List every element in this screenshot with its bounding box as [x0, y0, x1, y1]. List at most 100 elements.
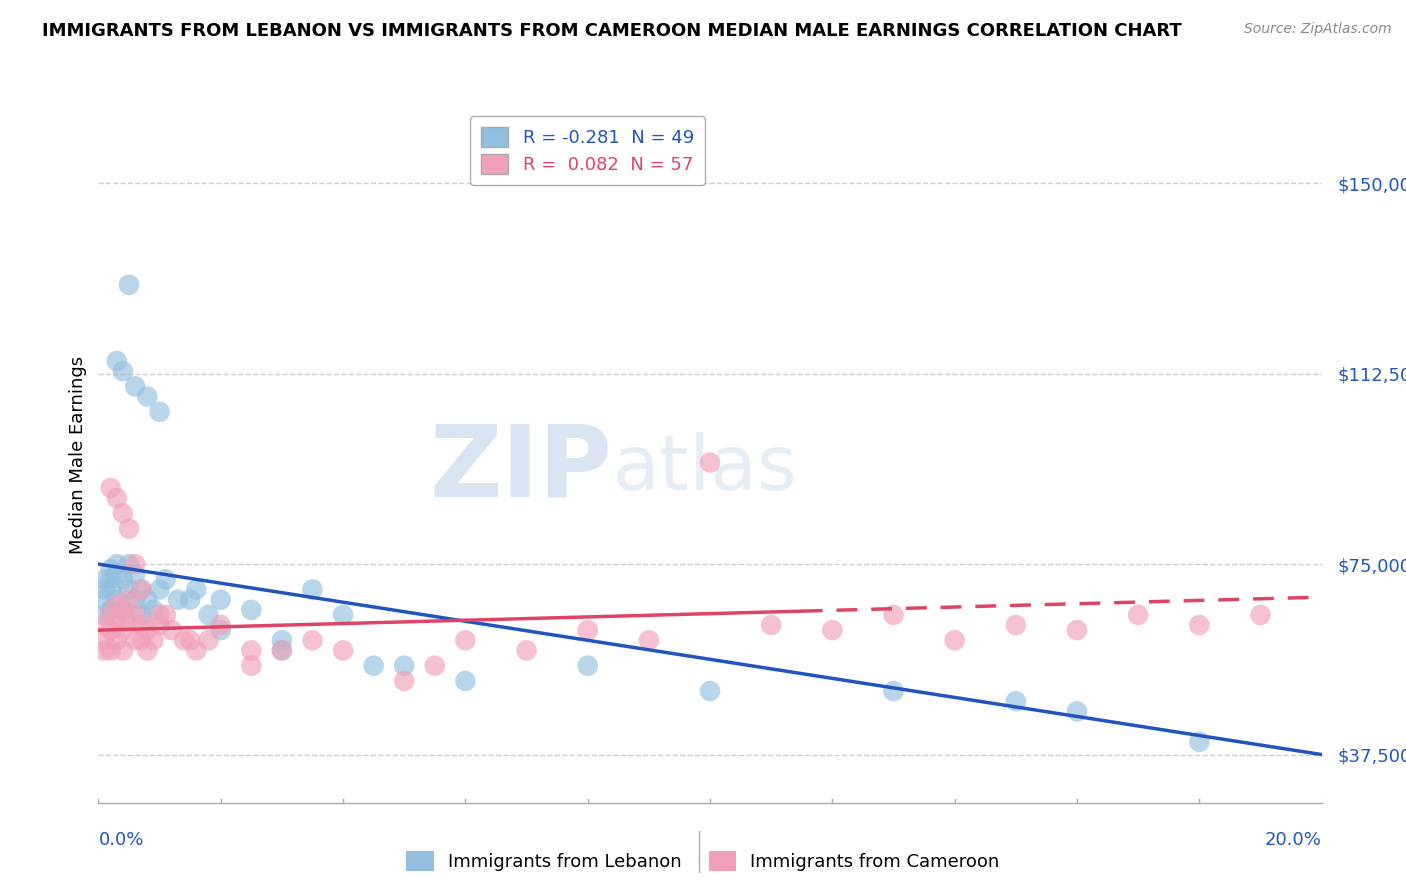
Point	[100, 643, 122, 657]
Point	[105, 354, 128, 368]
Point	[209, 623, 232, 637]
Point	[155, 572, 177, 586]
Point	[124, 379, 146, 393]
Point	[93, 582, 115, 597]
Point	[197, 633, 219, 648]
Point	[124, 607, 146, 622]
Text: Source: ZipAtlas.com: Source: ZipAtlas.com	[1244, 22, 1392, 37]
Point	[129, 582, 152, 597]
Point	[136, 623, 159, 637]
Point	[93, 607, 115, 622]
Point	[423, 658, 446, 673]
Point	[209, 618, 232, 632]
Point	[155, 607, 177, 622]
Point	[167, 592, 190, 607]
Point	[100, 623, 122, 637]
Point	[240, 643, 263, 657]
Point	[149, 405, 172, 419]
Point	[142, 633, 165, 648]
Point	[179, 633, 201, 648]
Point	[883, 684, 905, 698]
Point	[1066, 623, 1088, 637]
Point	[124, 633, 146, 648]
Point	[142, 603, 165, 617]
Point	[93, 643, 115, 657]
Point	[118, 522, 141, 536]
Point	[1004, 694, 1026, 708]
Text: ZIP: ZIP	[429, 420, 612, 517]
Y-axis label: Median Male Earnings: Median Male Earnings	[69, 356, 87, 554]
Point	[105, 633, 128, 648]
Point	[129, 618, 152, 632]
Point	[943, 633, 966, 648]
Point	[454, 633, 477, 648]
Point	[118, 582, 141, 597]
Text: atlas: atlas	[612, 432, 797, 506]
Point	[93, 572, 115, 586]
Legend: R = -0.281  N = 49, R =  0.082  N = 57: R = -0.281 N = 49, R = 0.082 N = 57	[471, 116, 704, 185]
Point	[105, 598, 128, 612]
Point	[209, 592, 232, 607]
Point	[270, 643, 292, 657]
Point	[454, 673, 477, 688]
Point	[149, 618, 172, 632]
Point	[699, 684, 721, 698]
Point	[240, 603, 263, 617]
Point	[759, 618, 782, 632]
Point	[111, 364, 134, 378]
Point	[883, 607, 905, 622]
Point	[1128, 607, 1150, 622]
Point	[576, 658, 599, 673]
Point	[129, 633, 152, 648]
Point	[111, 506, 134, 520]
Point	[111, 603, 134, 617]
Point	[118, 277, 141, 292]
Point	[93, 633, 115, 648]
Point	[179, 592, 201, 607]
Point	[149, 582, 172, 597]
Point	[363, 658, 385, 673]
Point	[100, 572, 122, 586]
Point	[100, 582, 122, 597]
Point	[118, 557, 141, 571]
Point	[821, 623, 844, 637]
Text: 0.0%: 0.0%	[98, 830, 143, 848]
Point	[332, 607, 354, 622]
Point	[100, 481, 122, 495]
Point	[240, 658, 263, 673]
Point	[160, 623, 183, 637]
Point	[93, 592, 115, 607]
Point	[392, 658, 416, 673]
Point	[118, 592, 141, 607]
Point	[93, 618, 115, 632]
Point	[105, 592, 128, 607]
Point	[392, 673, 416, 688]
Text: 20.0%: 20.0%	[1265, 830, 1322, 848]
Point	[136, 643, 159, 657]
Point	[129, 582, 152, 597]
Point	[1249, 607, 1271, 622]
Point	[301, 582, 323, 597]
Point	[111, 572, 134, 586]
Point	[129, 607, 152, 622]
Point	[301, 633, 323, 648]
Point	[111, 603, 134, 617]
Point	[1066, 705, 1088, 719]
Point	[111, 643, 134, 657]
Point	[124, 592, 146, 607]
Point	[124, 557, 146, 571]
Text: IMMIGRANTS FROM LEBANON VS IMMIGRANTS FROM CAMEROON MEDIAN MALE EARNINGS CORRELA: IMMIGRANTS FROM LEBANON VS IMMIGRANTS FR…	[42, 22, 1182, 40]
Point	[105, 567, 128, 582]
Point	[173, 633, 195, 648]
Point	[100, 603, 122, 617]
Point	[1188, 618, 1211, 632]
Point	[270, 643, 292, 657]
Point	[136, 390, 159, 404]
Point	[149, 607, 172, 622]
Point	[576, 623, 599, 637]
Point	[100, 607, 122, 622]
Point	[136, 592, 159, 607]
Point	[100, 562, 122, 576]
Point	[516, 643, 538, 657]
Point	[111, 623, 134, 637]
